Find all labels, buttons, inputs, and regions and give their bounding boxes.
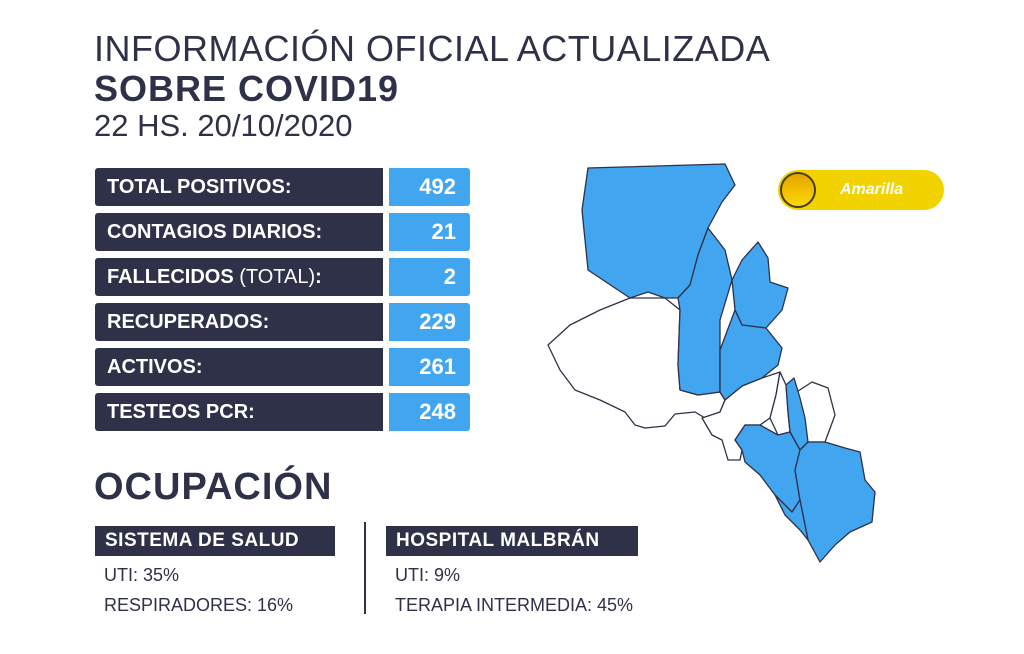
map-department-north-central — [677, 227, 733, 396]
map-department-northeast — [731, 241, 789, 329]
stat-value: 229 — [389, 303, 470, 341]
stat-value: 248 — [389, 393, 470, 431]
stat-row-contagios-diarios: CONTAGIOS DIARIOS: 21 — [95, 213, 470, 251]
province-map — [547, 163, 876, 563]
malbran-terapia: TERAPIA INTERMEDIA: 45% — [395, 595, 634, 615]
map-department-south-b — [794, 441, 876, 563]
header-subtitle: SOBRE COVID19 — [94, 68, 400, 109]
stat-value: 2 — [389, 258, 470, 296]
sistema-uti: UTI: 35% — [104, 565, 180, 585]
sun-icon — [780, 172, 816, 208]
stat-row-activos: ACTIVOS: 261 — [95, 348, 470, 386]
stat-value: 21 — [389, 213, 470, 251]
stat-suffix: (TOTAL) — [239, 266, 316, 288]
column-divider — [364, 522, 366, 614]
hospital-malbran-tag: HOSPITAL MALBRÁN — [386, 526, 638, 556]
stat-label: TOTAL POSITIVOS: — [95, 168, 383, 206]
stat-value: 261 — [389, 348, 470, 386]
stat-row-recuperados: RECUPERADOS: 229 — [95, 303, 470, 341]
map-department-east-central — [719, 309, 783, 401]
stat-label: TESTEOS PCR: — [95, 393, 383, 431]
malbran-uti: UTI: 9% — [395, 565, 461, 585]
stat-label: CONTAGIOS DIARIOS: — [95, 213, 383, 251]
occupancy-title: OCUPACIÓN — [94, 466, 333, 508]
map-department-south-c — [774, 494, 809, 541]
map-department-south-a — [734, 424, 801, 513]
stat-row-fallecidos: FALLECIDOS (TOTAL): 2 — [95, 258, 470, 296]
stat-row-total-positivos: TOTAL POSITIVOS: 492 — [95, 168, 470, 206]
sistema-salud-tag: SISTEMA DE SALUD — [95, 526, 335, 556]
stat-label: RECUPERADOS: — [95, 303, 383, 341]
header-date: 22 HS. 20/10/2020 — [94, 108, 353, 143]
status-badge-label: Amarilla — [840, 181, 904, 198]
stat-row-testeos-pcr: TESTEOS PCR: 248 — [95, 393, 470, 431]
status-badge: Amarilla — [778, 170, 944, 210]
sistema-respiradores: RESPIRADORES: 16% — [104, 595, 294, 615]
stat-label: ACTIVOS: — [95, 348, 383, 386]
stat-label: FALLECIDOS (TOTAL): — [95, 258, 383, 296]
header-title: INFORMACIÓN OFICIAL ACTUALIZADA — [94, 28, 771, 69]
stat-value: 492 — [389, 168, 470, 206]
